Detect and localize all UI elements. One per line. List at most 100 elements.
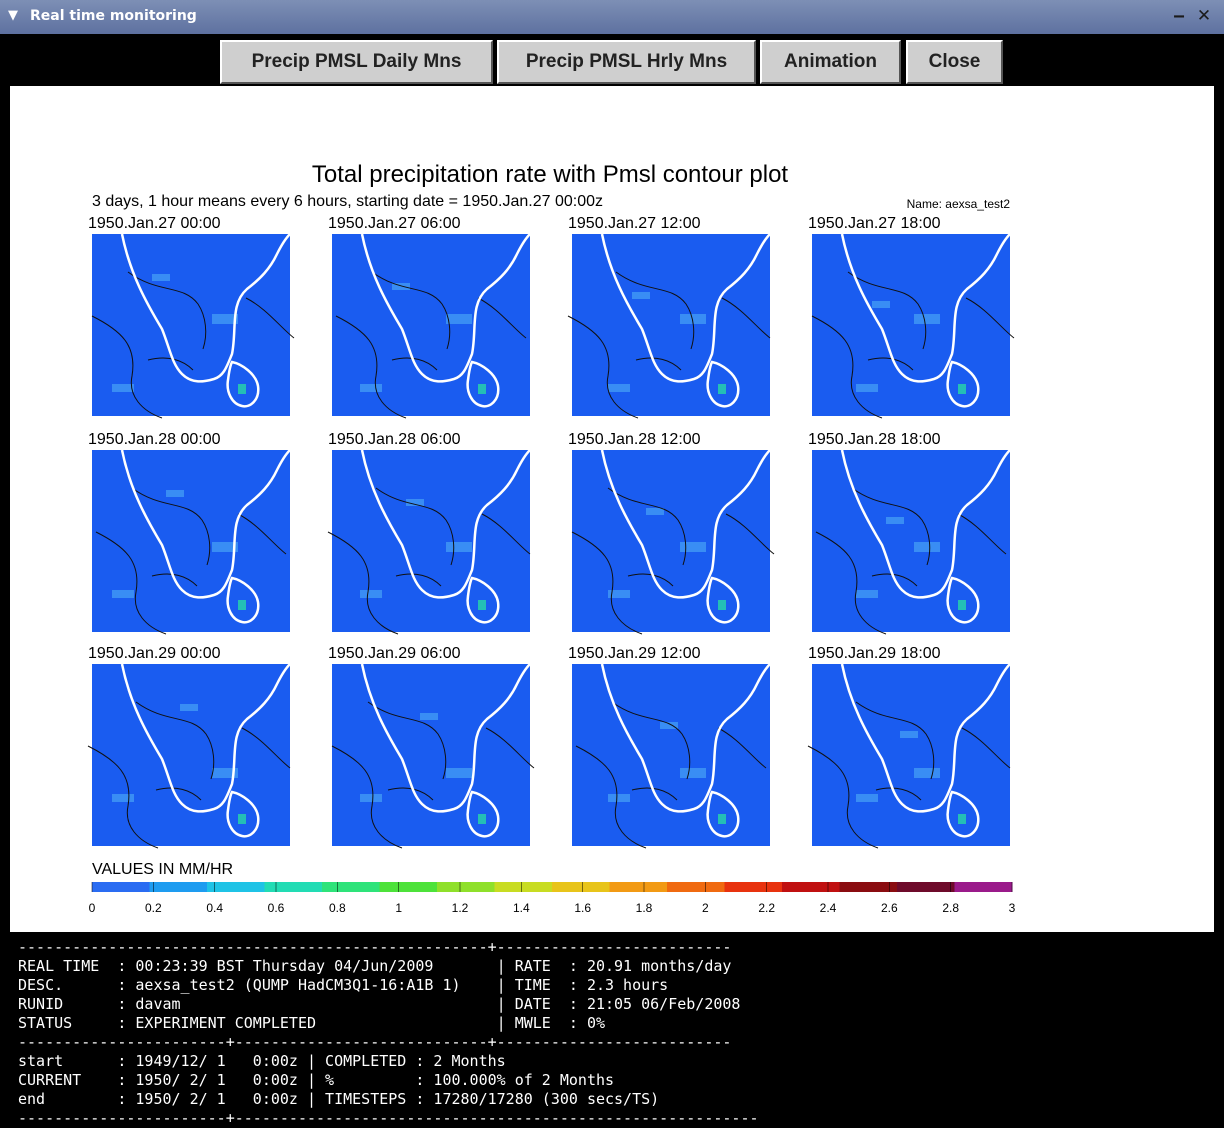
console-line: end : 1950/ 2/ 1 0:00z | TIMESTEPS : 172… bbox=[18, 1090, 660, 1108]
precip-patch-high bbox=[238, 600, 246, 610]
pmsl-contour bbox=[135, 701, 215, 780]
precip-patch bbox=[856, 384, 878, 392]
panel-timestamp: 1950.Jan.28 06:00 bbox=[328, 431, 461, 448]
pmsl-contour bbox=[957, 513, 1007, 555]
island-coastline bbox=[706, 576, 740, 624]
pmsl-contour bbox=[811, 315, 883, 419]
pmsl-contour bbox=[331, 745, 403, 849]
pmsl-contour bbox=[241, 727, 291, 769]
panel-timestamp: 1950.Jan.28 00:00 bbox=[88, 431, 221, 448]
colorbar-segment bbox=[724, 882, 783, 892]
precip-patch bbox=[886, 517, 904, 524]
map-panel: 1950.Jan.27 00:00 bbox=[88, 215, 295, 419]
precip-patch bbox=[608, 384, 630, 392]
console-line: ----------------------------------------… bbox=[18, 938, 732, 956]
minimize-icon[interactable]: ‒ bbox=[1173, 6, 1185, 26]
precip-patch bbox=[112, 384, 134, 392]
pmsl-contour bbox=[395, 573, 442, 587]
precip-patch bbox=[212, 542, 238, 552]
precip-patch bbox=[608, 590, 630, 598]
pmsl-contour bbox=[867, 357, 914, 371]
precip-patch bbox=[406, 499, 424, 506]
pmsl-contour bbox=[477, 297, 527, 339]
colorbar-tick-label: 3 bbox=[1009, 901, 1016, 915]
console-text: ----------------------------------------… bbox=[18, 938, 759, 1128]
coastline bbox=[120, 233, 291, 383]
window-menu-icon[interactable]: ▼ bbox=[8, 8, 18, 23]
precip-patch bbox=[856, 794, 878, 802]
close-window-icon[interactable]: ✕ bbox=[1196, 6, 1212, 26]
precip-patch-high bbox=[958, 384, 966, 394]
window-title: Real time monitoring bbox=[30, 8, 197, 24]
pmsl-contour bbox=[237, 513, 287, 555]
colorbar-tick-label: 1.4 bbox=[513, 901, 530, 915]
precip-patch bbox=[608, 794, 630, 802]
colorbar-segment bbox=[207, 882, 265, 892]
colorbar-segment bbox=[954, 882, 1013, 892]
precip-patch bbox=[446, 768, 472, 778]
pmsl-contour bbox=[607, 487, 687, 566]
panel-timestamp: 1950.Jan.28 12:00 bbox=[568, 431, 701, 448]
pmsl-contour bbox=[481, 513, 531, 555]
coastline bbox=[600, 663, 771, 813]
pmsl-contour bbox=[155, 787, 202, 801]
pmsl-contour bbox=[961, 727, 1011, 769]
precip-patch-high bbox=[718, 600, 726, 610]
island-coastline bbox=[226, 790, 260, 838]
precip-patch-high bbox=[478, 600, 486, 610]
colorbar-tick-label: 0.2 bbox=[145, 901, 162, 915]
colorbar-tick-label: 2.4 bbox=[820, 901, 837, 915]
pmsl-contour bbox=[371, 271, 451, 350]
map-panel: 1950.Jan.28 06:00 bbox=[327, 431, 531, 635]
colorbar-tick-label: 1.6 bbox=[574, 901, 591, 915]
close-button[interactable]: Close bbox=[906, 40, 1003, 84]
precip-patch-high bbox=[238, 384, 246, 394]
colorbar-tick-label: 0 bbox=[89, 901, 96, 915]
pmsl-contour bbox=[391, 357, 438, 371]
pmsl-contour bbox=[485, 727, 535, 769]
colorbar-tick-label: 0.8 bbox=[329, 901, 346, 915]
colorbar-segment bbox=[609, 882, 668, 892]
coastline bbox=[360, 663, 531, 813]
precip-patch-high bbox=[958, 600, 966, 610]
precip-patch bbox=[392, 283, 410, 290]
map-panel: 1950.Jan.27 06:00 bbox=[328, 215, 531, 419]
map-panel: 1950.Jan.29 06:00 bbox=[328, 645, 535, 849]
pmsl-contour bbox=[611, 701, 691, 780]
precip-pmsl-hourly-button[interactable]: Precip PMSL Hrly Mns bbox=[497, 40, 756, 84]
colorbar-tick-label: 0.6 bbox=[268, 901, 285, 915]
pmsl-contour bbox=[87, 745, 159, 849]
precip-patch bbox=[914, 768, 940, 778]
precip-patch bbox=[660, 722, 678, 729]
pmsl-contour bbox=[147, 357, 194, 371]
map-panel: 1950.Jan.29 00:00 bbox=[87, 645, 291, 849]
panel-timestamp: 1950.Jan.27 06:00 bbox=[328, 215, 461, 232]
island-coastline bbox=[706, 790, 740, 838]
console-line: STATUS : EXPERIMENT COMPLETED | MWLE : 0… bbox=[18, 1014, 605, 1032]
pmsl-contour bbox=[387, 787, 434, 801]
panel-timestamp: 1950.Jan.29 00:00 bbox=[88, 645, 221, 662]
colorbar-segment bbox=[897, 882, 955, 892]
pmsl-contour bbox=[847, 271, 927, 350]
panel-timestamp: 1950.Jan.29 12:00 bbox=[568, 645, 701, 662]
map-panel: 1950.Jan.28 18:00 bbox=[808, 431, 1011, 635]
colorbar-segment bbox=[437, 882, 495, 892]
window-frame-right bbox=[1214, 34, 1224, 932]
console-line: REAL TIME : 00:23:39 BST Thursday 04/Jun… bbox=[18, 957, 732, 975]
precip-patch bbox=[360, 384, 382, 392]
colorbar-segment bbox=[552, 882, 610, 892]
map-panel: 1950.Jan.29 18:00 bbox=[807, 645, 1011, 849]
pmsl-contour bbox=[375, 487, 455, 566]
precip-patch bbox=[446, 542, 472, 552]
pmsl-contour bbox=[335, 315, 407, 419]
precip-patch-high bbox=[238, 814, 246, 824]
console-line: -----------------------+----------------… bbox=[18, 1033, 732, 1051]
console-line: CURRENT : 1950/ 2/ 1 0:00z | % : 100.000… bbox=[18, 1071, 615, 1089]
island-coastline bbox=[226, 360, 260, 408]
precip-patch bbox=[360, 590, 382, 598]
animation-button[interactable]: Animation bbox=[760, 40, 901, 84]
precip-pmsl-daily-button[interactable]: Precip PMSL Daily Mns bbox=[220, 40, 493, 84]
colorbar-tick-label: 1.8 bbox=[636, 901, 653, 915]
plot-subtitle: 3 days, 1 hour means every 6 hours, star… bbox=[92, 193, 603, 210]
map-panel: 1950.Jan.28 00:00 bbox=[88, 431, 291, 635]
